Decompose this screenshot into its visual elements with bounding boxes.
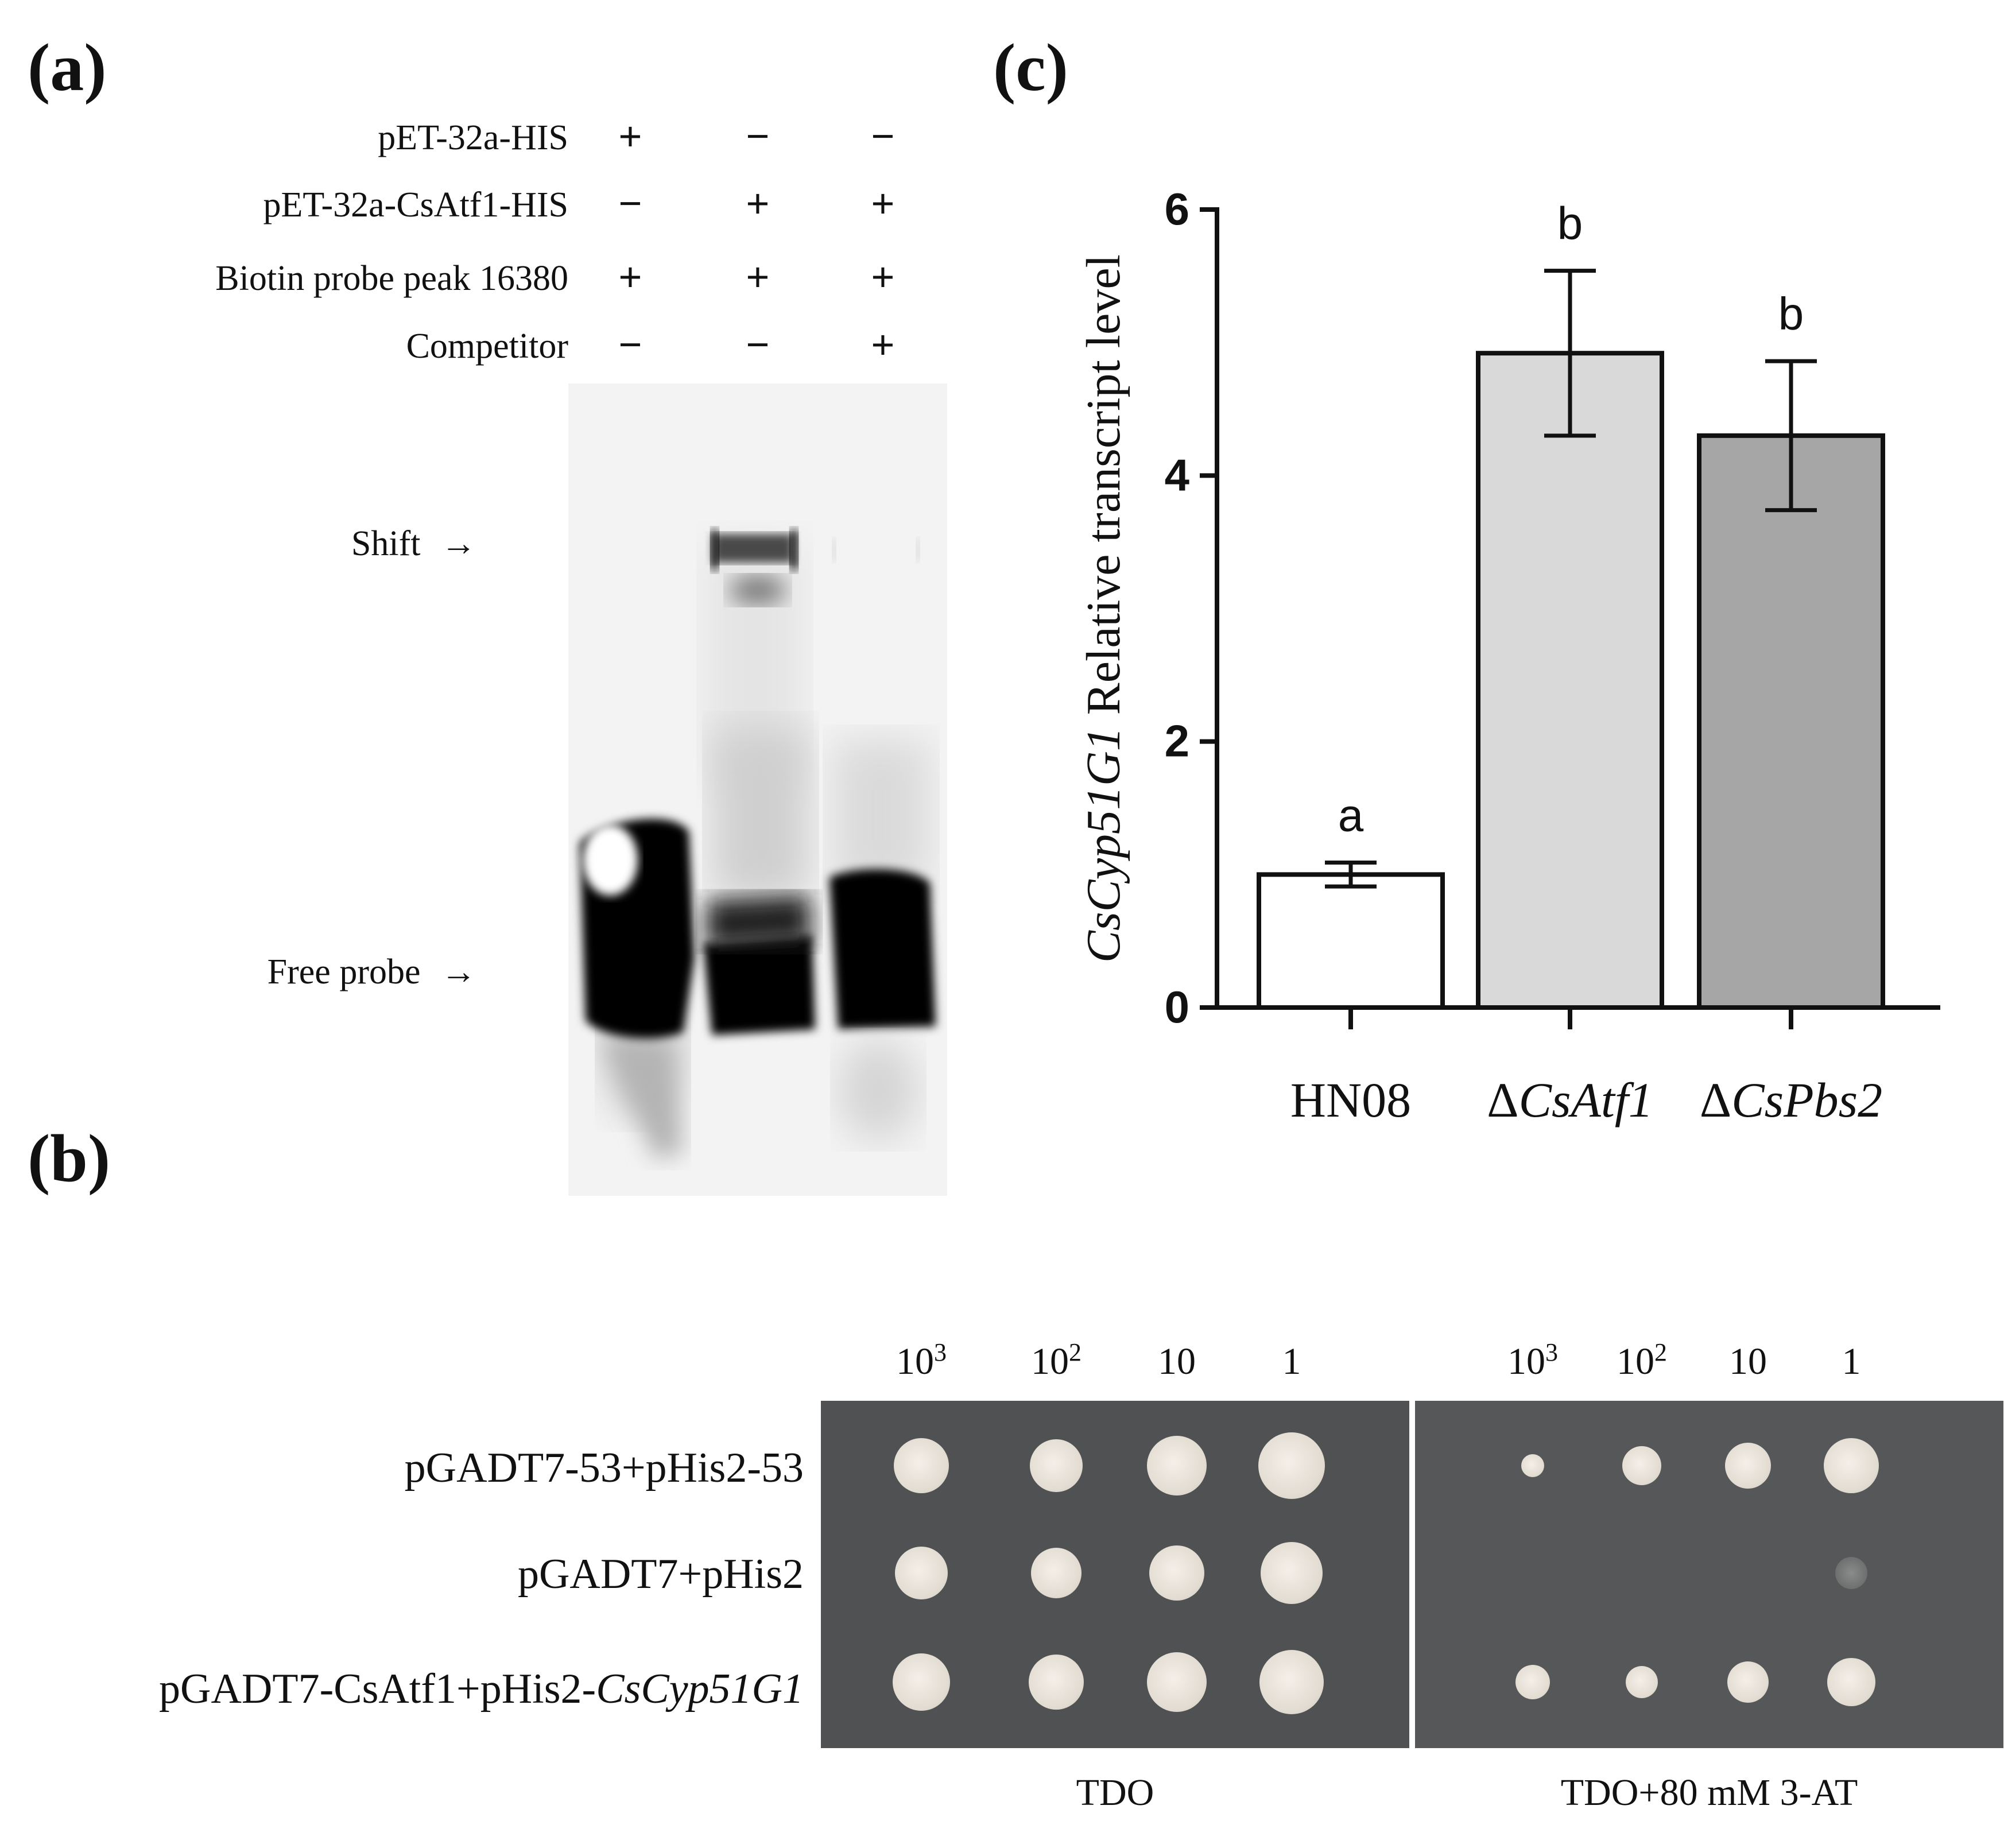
panel-label-b: (b) bbox=[28, 1121, 111, 1196]
yeast-colony bbox=[1147, 1436, 1207, 1496]
dilution-base: 10 bbox=[1507, 1341, 1545, 1382]
dilution-base: 10 bbox=[1031, 1341, 1069, 1382]
yeast-colony bbox=[1259, 1650, 1324, 1714]
free-probe-arrow-icon: → bbox=[441, 952, 476, 991]
strain-gene-italic: CsCyp51G1 bbox=[596, 1665, 804, 1713]
yeast-colony bbox=[1515, 1665, 1550, 1699]
emsa-sign: − bbox=[871, 114, 895, 158]
dilution-base: 10 bbox=[896, 1341, 934, 1382]
yeast-colony bbox=[1031, 1548, 1082, 1598]
emsa-sign: + bbox=[871, 254, 895, 299]
dilution-exponent: 3 bbox=[934, 1338, 947, 1366]
bar bbox=[1257, 872, 1445, 1010]
shift-arrow-icon: → bbox=[441, 524, 476, 563]
dilution-base: 10 bbox=[1617, 1341, 1654, 1382]
dilution-exponent: 2 bbox=[1069, 1338, 1082, 1366]
dilution-label: 10 bbox=[1142, 1338, 1211, 1384]
strain-name: pGADT7+pHis2 bbox=[517, 1551, 804, 1598]
y-tick-label: 0 bbox=[1165, 982, 1189, 1032]
yeast-colony bbox=[1149, 1545, 1204, 1601]
emsa-sign: + bbox=[618, 114, 642, 158]
dilution-label: 10 bbox=[1714, 1338, 1782, 1384]
emsa-sign: + bbox=[871, 322, 895, 367]
dilution-label: 103 bbox=[887, 1338, 956, 1384]
dilution-label: 103 bbox=[1498, 1338, 1567, 1384]
significance-letter: b bbox=[1557, 198, 1583, 249]
emsa-sign: + bbox=[746, 254, 770, 299]
dilution-exponent: 2 bbox=[1654, 1338, 1667, 1366]
yeast-colony bbox=[1725, 1443, 1771, 1489]
panel-label-c: (c) bbox=[993, 30, 1068, 105]
yeast-colony bbox=[894, 1438, 949, 1493]
yeast-colony bbox=[1261, 1542, 1323, 1604]
bar bbox=[1697, 433, 1885, 1010]
x-tick-label: HN08 bbox=[1290, 1072, 1411, 1128]
emsa-sign: + bbox=[746, 181, 770, 226]
emsa-row-label: Competitor bbox=[406, 327, 568, 366]
y-tick-label: 2 bbox=[1165, 716, 1189, 766]
free-probe-label: Free probe → bbox=[247, 952, 476, 993]
dilution-label: 102 bbox=[1022, 1338, 1091, 1384]
strain-row-label: pGADT7-CsAtf1+pHis2-CsCyp51G1 bbox=[11, 1665, 804, 1714]
bar bbox=[1476, 351, 1664, 1010]
yeast-colony bbox=[1147, 1652, 1207, 1712]
plate-tdo-3at bbox=[1415, 1401, 2003, 1748]
condition-label-tdo-3at: TDO+80 mM 3-AT bbox=[1560, 1772, 1858, 1814]
condition-label-tdo: TDO bbox=[1076, 1772, 1154, 1814]
emsa-sign: + bbox=[871, 181, 895, 226]
y-tick-label: 4 bbox=[1165, 450, 1189, 500]
bar-chart: 0 2 4 6 CsCyp51G1 Relative transcript level a… bbox=[1077, 184, 1940, 1128]
emsa-gel bbox=[568, 383, 947, 1196]
emsa-sign: − bbox=[746, 322, 770, 367]
yeast-colony bbox=[895, 1547, 948, 1599]
dilution-base: 10 bbox=[1158, 1341, 1196, 1382]
yeast-colony bbox=[1727, 1661, 1769, 1703]
shift-label: Shift → bbox=[247, 524, 476, 564]
strain-name: pGADT7-53+pHis2-53 bbox=[404, 1444, 804, 1491]
dilution-label: 102 bbox=[1607, 1338, 1676, 1384]
emsa-sign: + bbox=[618, 254, 642, 299]
yeast-colony bbox=[1827, 1658, 1875, 1706]
yeast-colony bbox=[1622, 1446, 1661, 1485]
strain-row-label: pGADT7+pHis2 bbox=[11, 1550, 804, 1599]
significance-letter: a bbox=[1338, 789, 1364, 840]
x-tick-label: ΔCsAtf1 bbox=[1487, 1072, 1653, 1128]
emsa-sign: − bbox=[618, 322, 642, 367]
dilution-base: 10 bbox=[1729, 1341, 1767, 1382]
yeast-colony bbox=[1521, 1454, 1544, 1477]
emsa-sign: − bbox=[746, 114, 770, 158]
x-tick-label: ΔCsPbs2 bbox=[1700, 1072, 1882, 1128]
y-tick-label: 6 bbox=[1165, 184, 1189, 234]
y-axis-label-gene: CsCyp51G1 bbox=[1077, 727, 1130, 963]
emsa-sign: − bbox=[618, 181, 642, 226]
dilution-label: 1 bbox=[1817, 1338, 1886, 1384]
yeast-colony bbox=[1626, 1666, 1658, 1698]
significance-letter: b bbox=[1778, 288, 1804, 339]
yeast-colony bbox=[1835, 1557, 1867, 1589]
y-axis-label: CsCyp51G1 Relative transcript level bbox=[1077, 254, 1130, 963]
strain-name: pGADT7-CsAtf1+pHis2- bbox=[159, 1665, 596, 1713]
emsa-row-label: pET-32a-CsAtf1-HIS bbox=[263, 185, 568, 224]
free-probe-label-text: Free probe bbox=[267, 952, 421, 991]
dilution-exponent: 3 bbox=[1545, 1338, 1558, 1366]
yeast-colony bbox=[1824, 1438, 1879, 1493]
gel-image bbox=[568, 383, 947, 1196]
yeast-colony bbox=[1030, 1439, 1083, 1492]
dilution-label: 1 bbox=[1257, 1338, 1326, 1384]
strain-row-label: pGADT7-53+pHis2-53 bbox=[11, 1444, 804, 1493]
yeast-colony bbox=[1258, 1432, 1325, 1499]
emsa-row-label: Biotin probe peak 16380 bbox=[215, 259, 568, 298]
dilution-base: 1 bbox=[1842, 1341, 1861, 1382]
panel-label-a: (a) bbox=[28, 30, 107, 105]
dilution-base: 1 bbox=[1282, 1341, 1301, 1382]
shift-label-text: Shift bbox=[351, 524, 421, 563]
emsa-row-label: pET-32a-HIS bbox=[378, 118, 568, 157]
yeast-colony bbox=[1029, 1655, 1084, 1710]
y-axis-label-rest: Relative transcript level bbox=[1077, 254, 1130, 727]
yeast-colony bbox=[893, 1653, 950, 1711]
